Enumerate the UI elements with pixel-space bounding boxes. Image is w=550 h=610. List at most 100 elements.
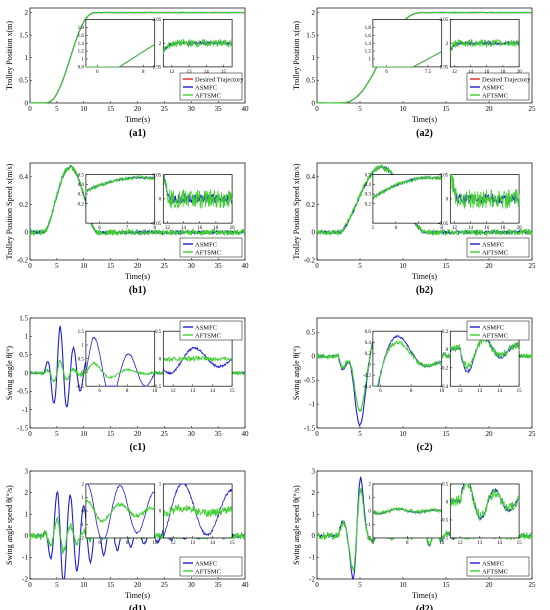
y-tick-label: 1 xyxy=(25,54,29,62)
y-tick-label: 2 xyxy=(159,42,162,47)
y-tick-label: 0.4 xyxy=(365,341,372,346)
x-tick-label: 6 xyxy=(395,226,398,231)
series-line-aftsmc xyxy=(163,174,233,209)
y-tick-label: 1 xyxy=(312,54,316,62)
y-tick-label: 1.6 xyxy=(365,34,372,39)
inset-frame xyxy=(85,174,156,224)
series-line-aftsmc xyxy=(449,174,520,209)
y-tick-label: 0.8 xyxy=(78,66,85,71)
x-tick-label: 18 xyxy=(500,226,506,231)
y-axis-label: Swing angle speed θ(°/s) xyxy=(292,485,301,565)
x-tick-label: 15 xyxy=(230,541,236,546)
x-tick-label: 15 xyxy=(443,105,451,113)
series-line-aftsmc xyxy=(449,38,520,53)
x-tick-label: 5 xyxy=(55,581,59,589)
legend-label: AFTSMC xyxy=(482,250,508,257)
y-tick-label: 0 xyxy=(81,510,84,515)
series-line-asmfc xyxy=(162,346,233,375)
y-tick-label: 0.5 xyxy=(78,357,85,362)
inset-frame xyxy=(372,19,443,68)
y-tick-label: 1.6 xyxy=(78,34,85,39)
x-tick-label: 6 xyxy=(372,541,375,546)
series-line-aftsmc xyxy=(372,506,442,516)
y-tick-label: -0.2 xyxy=(440,367,448,372)
x-tick-label: 35 xyxy=(215,581,223,589)
x-tick-label: 12 xyxy=(169,70,175,75)
y-tick-label: 1.95 xyxy=(153,66,162,71)
x-tick-label: 0 xyxy=(28,581,32,589)
y-tick-label: 1.4 xyxy=(365,42,372,47)
chart-c1: 0 5 10 15 20 25 30 35 40-1.5-1-0.500.511.56 8 10-0… xyxy=(5,314,249,453)
x-tick-label: 20 xyxy=(486,262,494,270)
y-tick-label: 0 xyxy=(25,229,29,237)
legend-label: ASMFC xyxy=(482,85,504,92)
x-tick-label: 8 xyxy=(406,541,409,546)
y-tick-label: 0.2 xyxy=(365,202,372,207)
legend-box xyxy=(179,237,243,258)
x-tick-label: 30 xyxy=(188,262,196,270)
series-line-aftsmc xyxy=(85,498,156,524)
x-tick-label: 15 xyxy=(107,430,115,438)
chart-a2: 0 5 10 15 20 25 0 0.5 1 1.5 2 6 7.5 1 1.2 1.4 1.6 1.8 12 14… xyxy=(292,7,537,139)
x-tick-label: 20 xyxy=(230,226,236,231)
x-tick-label: 20 xyxy=(134,430,142,438)
y-tick-label: -0.5 xyxy=(304,377,316,385)
y-tick-label: -1 xyxy=(157,537,162,542)
panel-label: (d1) xyxy=(129,604,146,610)
y-tick-label: 1.2 xyxy=(365,50,372,55)
series-line-aftsmc xyxy=(372,51,442,68)
x-tick-label: 12 xyxy=(171,541,177,546)
legend-label: ASMFC xyxy=(482,325,504,332)
x-tick-label: 5 xyxy=(358,581,362,589)
y-tick-label: 2 xyxy=(312,9,316,17)
panel-label: (c1) xyxy=(129,442,145,453)
x-tick-label: 25 xyxy=(161,105,169,113)
x-tick-label: 5 xyxy=(358,105,362,113)
x-tick-label: 5 xyxy=(358,262,362,270)
y-tick-label: 1 xyxy=(368,58,371,63)
y-tick-label: 1 xyxy=(25,511,29,519)
x-axis-label: Time(s) xyxy=(412,591,437,600)
inset-frame xyxy=(85,483,156,539)
y-tick-label: 0.2 xyxy=(442,330,449,335)
x-tick-label: 16 xyxy=(197,226,203,231)
chart-b2: 0 5 10 15 20 25-0.200.20.45 6 7 80.20.30.40.512 1… xyxy=(292,162,536,296)
y-tick-label: -1 xyxy=(80,523,85,528)
y-tick-label: 0.4 xyxy=(78,183,85,188)
y-tick-label: -1.5 xyxy=(304,424,316,432)
x-tick-label: 12 xyxy=(452,70,458,75)
x-tick-label: 25 xyxy=(529,105,537,113)
y-tick-label: 1 xyxy=(159,483,162,488)
x-tick-label: 12 xyxy=(171,389,177,394)
series-line-asmfc xyxy=(85,483,156,539)
series-line-aftsmc xyxy=(449,483,520,520)
y-tick-label: -0.5 xyxy=(153,385,161,390)
y-tick-label: -2 xyxy=(367,537,372,542)
series-line-aftsmc xyxy=(29,164,246,237)
x-tick-label: 13 xyxy=(477,389,483,394)
x-tick-label: 25 xyxy=(161,262,169,270)
y-axis-label: Swing angle θ(°) xyxy=(5,346,14,400)
y-tick-label: 0.5 xyxy=(155,330,162,335)
y-tick-label: 0 xyxy=(25,369,29,377)
y-tick-label: -2 xyxy=(309,575,315,583)
x-tick-label: 10 xyxy=(152,541,158,546)
x-tick-label: 0 xyxy=(315,105,319,113)
x-tick-label: 0 xyxy=(315,430,319,438)
x-tick-label: 13 xyxy=(190,389,196,394)
y-tick-label: -1.5 xyxy=(17,424,29,432)
y-tick-label: 0 xyxy=(312,532,316,540)
series-line-aftsmc xyxy=(372,339,443,387)
x-axis-label: Time(s) xyxy=(125,272,150,281)
x-tick-label: 15 xyxy=(443,581,451,589)
y-tick-label: 0.5 xyxy=(365,173,372,178)
x-tick-label: 35 xyxy=(215,262,223,270)
y-tick-label: 1.8 xyxy=(365,26,372,31)
x-axis-label: Time(s) xyxy=(412,115,437,124)
